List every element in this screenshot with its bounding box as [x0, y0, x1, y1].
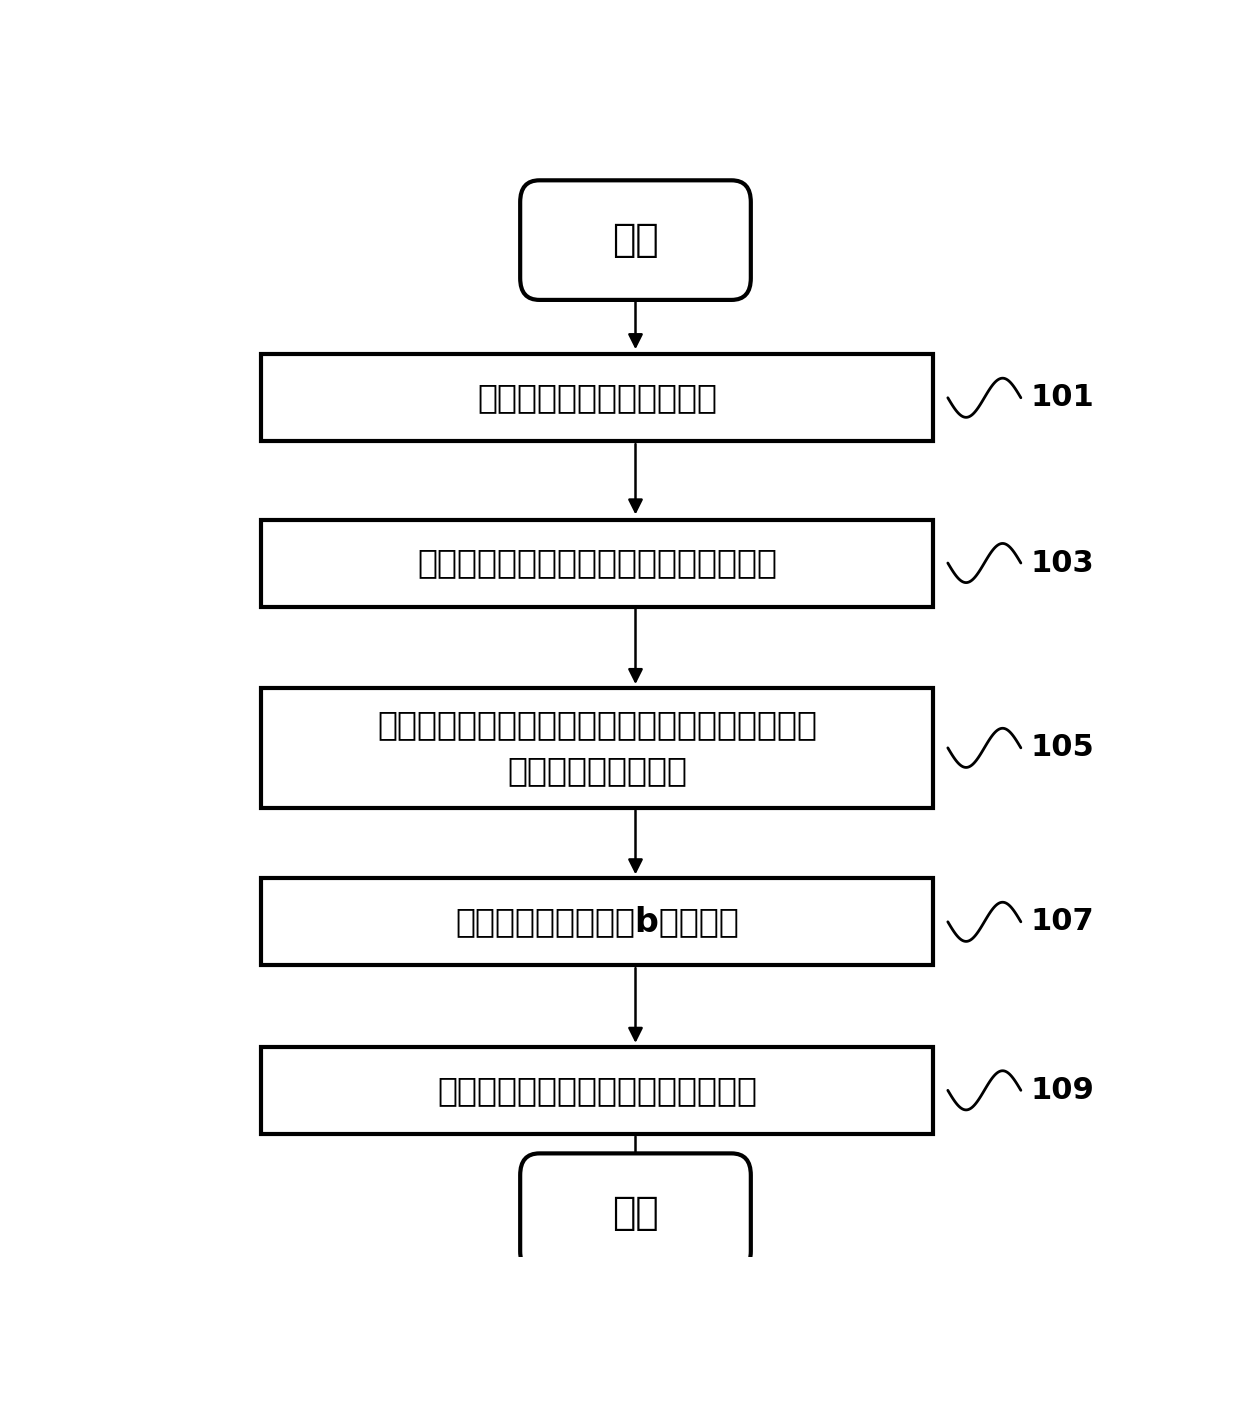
- Text: 107: 107: [1030, 908, 1094, 936]
- FancyBboxPatch shape: [521, 1154, 751, 1274]
- Text: 确定移动终端双天线b矩阵模型: 确定移动终端双天线b矩阵模型: [455, 905, 739, 939]
- Bar: [260, 520, 934, 607]
- Bar: [260, 688, 934, 808]
- Text: 结束: 结束: [613, 1195, 658, 1233]
- Bar: [260, 1046, 934, 1134]
- Text: 开始: 开始: [613, 222, 658, 260]
- Text: 确定场路传输系数模型表征: 确定场路传输系数模型表征: [477, 381, 717, 414]
- Text: 105: 105: [1030, 733, 1094, 762]
- Text: 101: 101: [1030, 383, 1094, 412]
- Text: 确定移动终端双天线场路行为级模型: 确定移动终端双天线场路行为级模型: [436, 1075, 758, 1107]
- Text: 确定移动终端双天线对源的推挽效应模型: 确定移动终端双天线对源的推挽效应模型: [417, 546, 777, 579]
- FancyBboxPatch shape: [521, 181, 751, 299]
- Bar: [260, 878, 934, 966]
- Text: 103: 103: [1030, 548, 1094, 578]
- Text: 109: 109: [1030, 1076, 1095, 1104]
- Text: 确定移动终端双天线间的近场效应模型以及天线对
负载的牢引效应模型: 确定移动终端双天线间的近场效应模型以及天线对 负载的牢引效应模型: [377, 709, 817, 788]
- Bar: [260, 354, 934, 441]
